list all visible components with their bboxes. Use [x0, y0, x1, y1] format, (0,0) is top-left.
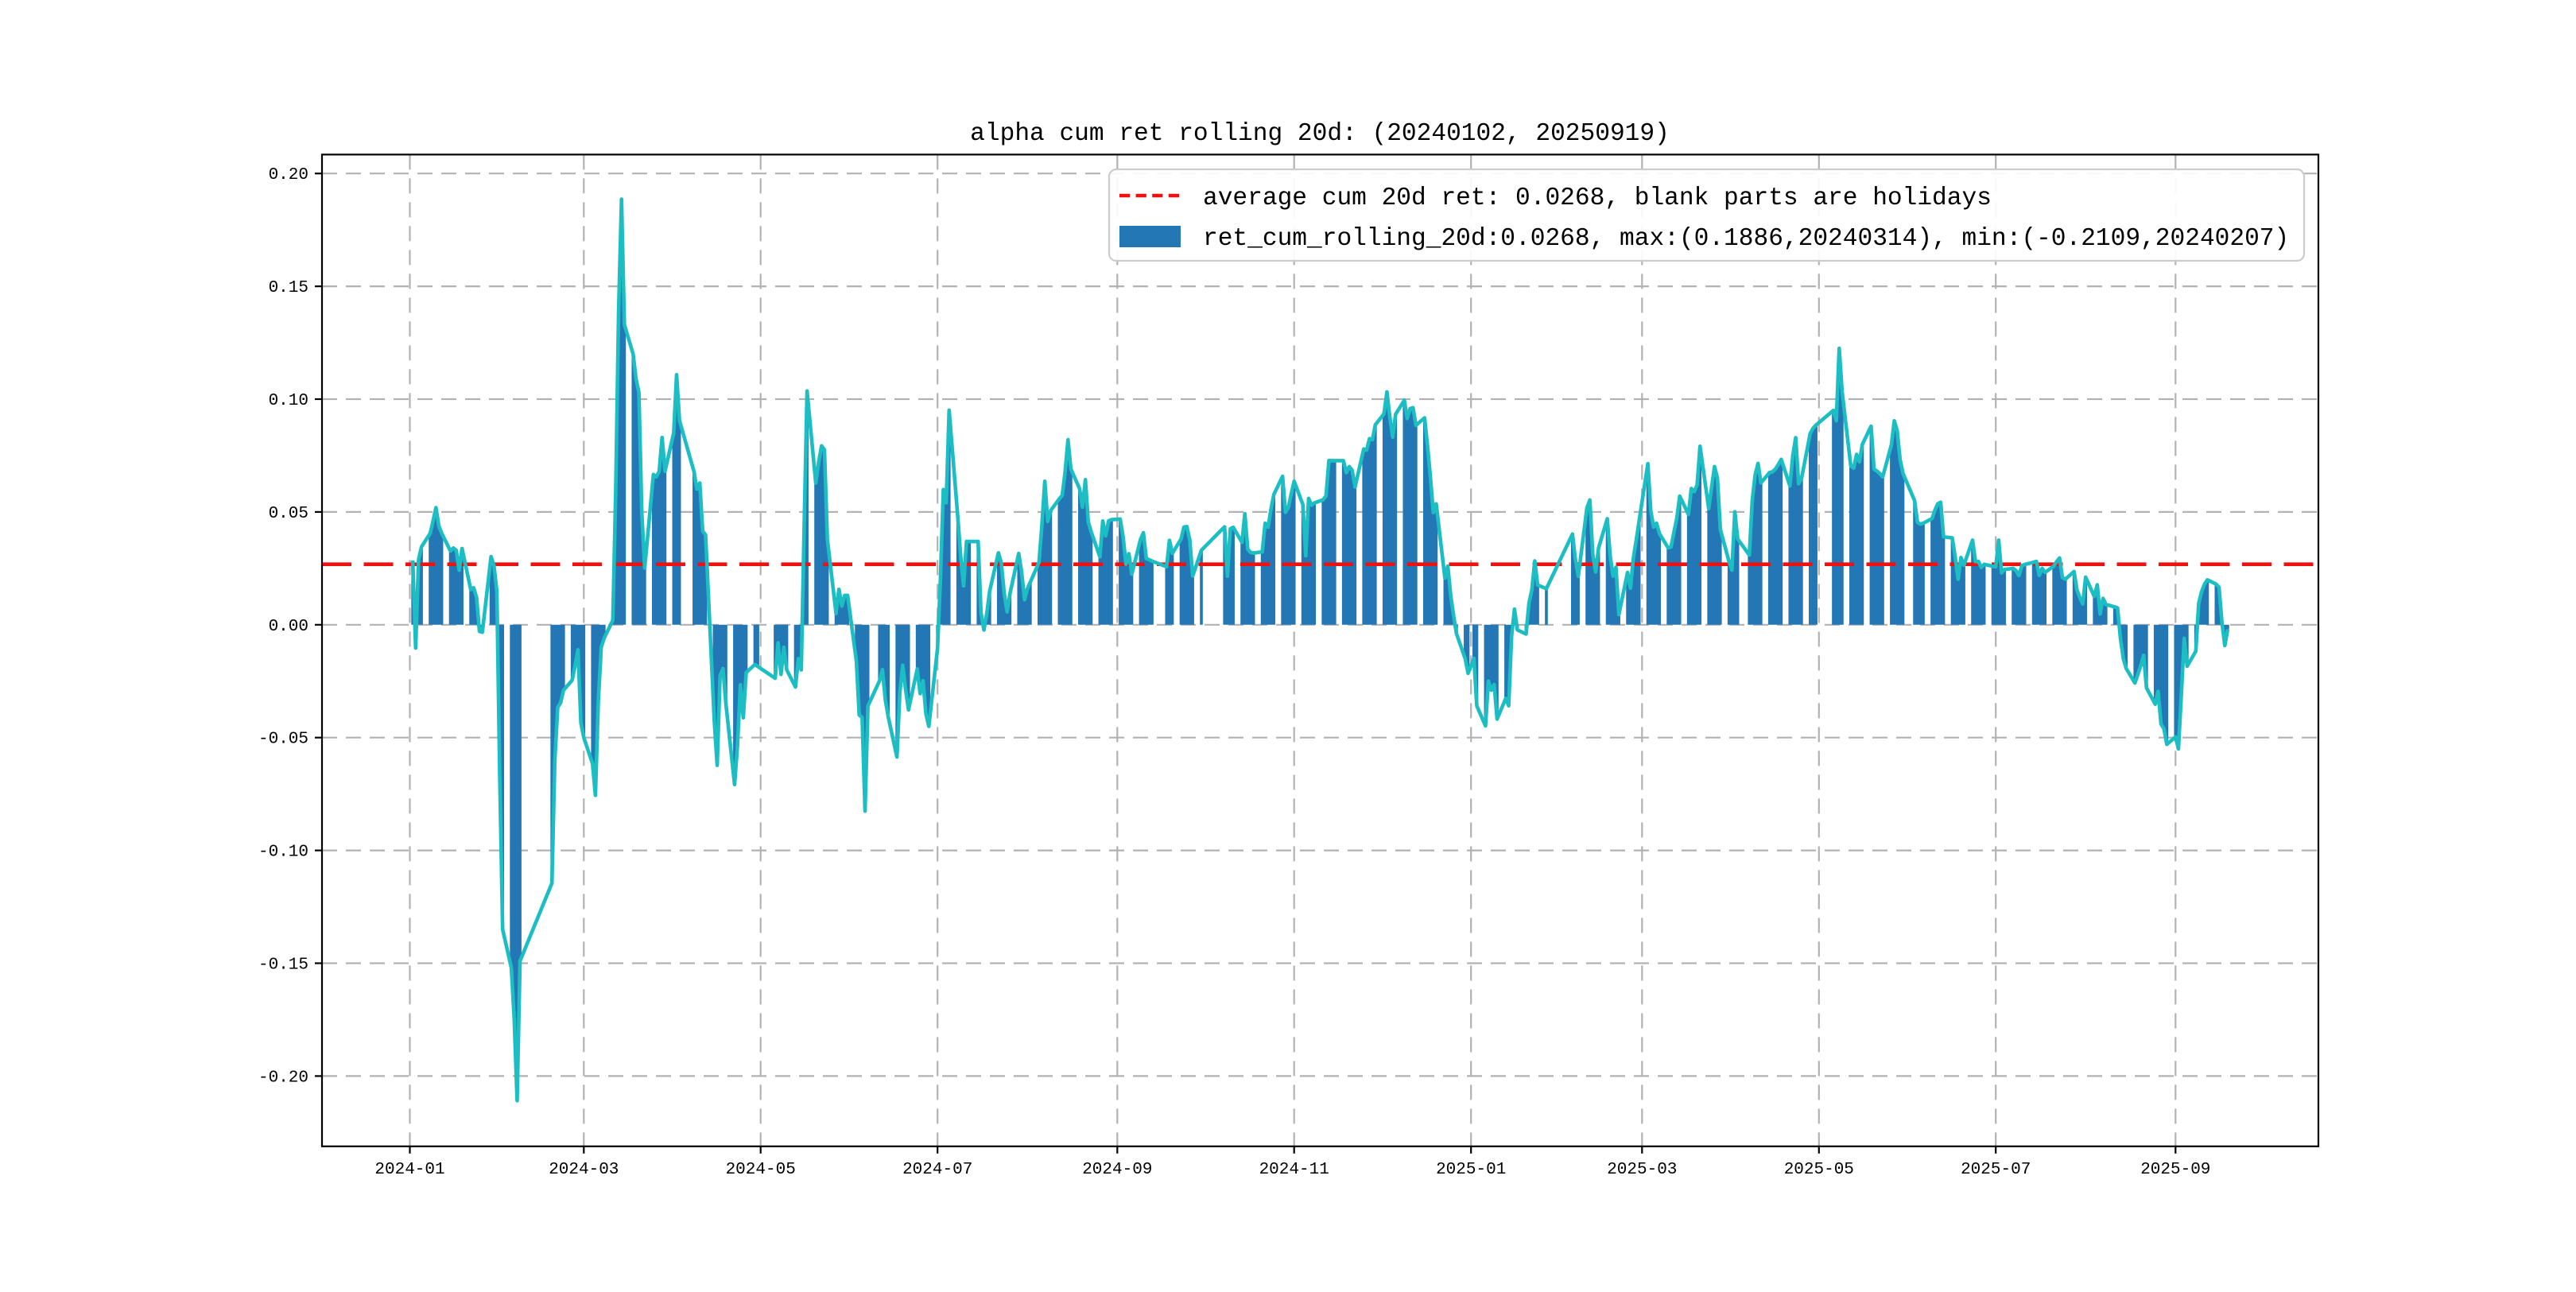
svg-text:-0.20: -0.20	[258, 1069, 308, 1087]
svg-text:-0.10: -0.10	[258, 844, 308, 862]
svg-text:ret_cum_rolling_20d:0.0268, ma: ret_cum_rolling_20d:0.0268, max:(0.1886,…	[1203, 225, 2289, 253]
svg-text:2025-05: 2025-05	[1784, 1161, 1854, 1179]
svg-text:0.15: 0.15	[269, 279, 308, 297]
svg-text:0.05: 0.05	[269, 505, 308, 523]
svg-text:2025-07: 2025-07	[1961, 1161, 2031, 1179]
svg-text:average cum 20d ret: 0.0268, b: average cum 20d ret: 0.0268, blank parts…	[1203, 184, 1992, 212]
svg-text:0.10: 0.10	[269, 392, 308, 410]
svg-text:0.20: 0.20	[269, 166, 308, 184]
svg-text:2025-03: 2025-03	[1607, 1161, 1677, 1179]
svg-text:2024-05: 2024-05	[726, 1161, 796, 1179]
svg-text:alpha cum ret rolling 20d: (20: alpha cum ret rolling 20d: (20240102, 20…	[970, 120, 1670, 148]
svg-text:2024-09: 2024-09	[1082, 1161, 1152, 1179]
svg-text:2024-01: 2024-01	[374, 1161, 444, 1179]
svg-text:2025-01: 2025-01	[1436, 1161, 1506, 1179]
svg-text:2024-03: 2024-03	[549, 1161, 619, 1179]
svg-text:-0.15: -0.15	[258, 956, 308, 975]
svg-text:2024-11: 2024-11	[1259, 1161, 1329, 1179]
svg-text:-0.05: -0.05	[258, 731, 308, 749]
svg-text:2024-07: 2024-07	[902, 1161, 972, 1179]
svg-text:2025-09: 2025-09	[2140, 1161, 2210, 1179]
svg-text:0.00: 0.00	[269, 618, 308, 636]
